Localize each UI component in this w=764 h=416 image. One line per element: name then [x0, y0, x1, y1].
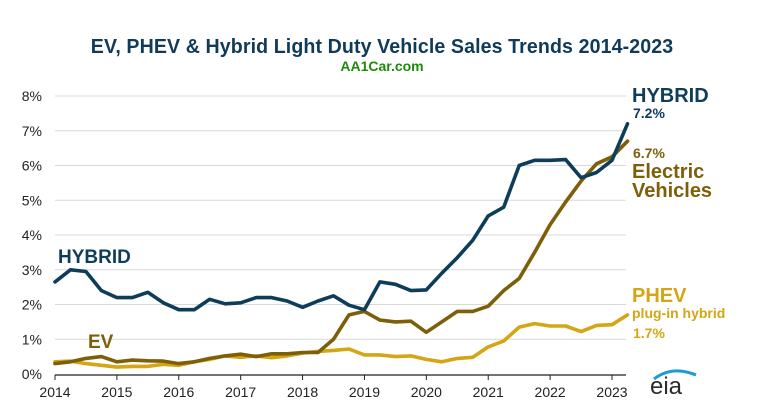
series-lines: [53, 122, 630, 369]
phev-end-sublabel: plug-in hybrid: [632, 305, 726, 321]
hybrid-series-line: [53, 122, 630, 312]
phev-series-line: [53, 313, 630, 369]
x-tick-label: 2022: [535, 384, 566, 400]
y-tick-label: 0%: [22, 366, 42, 382]
hybrid-end-value: 7.2%: [633, 105, 665, 121]
y-tick-label: 3%: [22, 262, 42, 278]
ev-inline-label: EV: [88, 332, 114, 353]
phev-end-label: PHEV: [632, 285, 687, 307]
chart-title: EV, PHEV & Hybrid Light Duty Vehicle Sal…: [90, 36, 674, 58]
gridlines: [55, 95, 626, 340]
x-tick-label: 2021: [473, 384, 504, 400]
x-tick-label: 2017: [225, 384, 256, 400]
phev-end-value: 1.7%: [633, 325, 665, 341]
hybrid-end-label: HYBRID: [632, 85, 709, 107]
ev-series-line: [53, 139, 630, 366]
y-tick-label: 2%: [22, 297, 42, 313]
y-tick-label: 7%: [22, 123, 42, 139]
x-tick-label: 2023: [596, 384, 627, 400]
x-tick-label: 2020: [411, 384, 442, 400]
y-tick-label: 6%: [22, 158, 42, 174]
x-tick-label: 2018: [287, 384, 318, 400]
x-tick-label: 2015: [101, 384, 132, 400]
ev-end-label-line1: Electric: [632, 161, 705, 183]
ev-end-value: 6.7%: [633, 145, 665, 161]
y-tick-label: 8%: [22, 88, 42, 104]
eia-logo: eia: [650, 369, 697, 401]
chart-subtitle: AA1Car.com: [340, 58, 424, 74]
y-tick-label: 4%: [22, 227, 42, 243]
y-tick-label: 1%: [22, 331, 42, 347]
x-tick-label: 2016: [163, 384, 194, 400]
x-axis: 2014 2015 2016 2017 2018 2019 2020 2021 2022 2023: [39, 374, 628, 400]
x-tick-label: 2019: [349, 384, 380, 400]
x-tick-label: 2014: [39, 384, 70, 400]
y-axis-tick-labels: 0% 1% 2% 3% 4% 5% 6% 7% 8%: [22, 88, 42, 382]
eia-logo-arc-icon: [653, 369, 697, 381]
y-tick-label: 5%: [22, 192, 42, 208]
ev-end-label-line2: Vehicles: [632, 180, 713, 202]
hybrid-inline-label: HYBRID: [58, 247, 131, 268]
